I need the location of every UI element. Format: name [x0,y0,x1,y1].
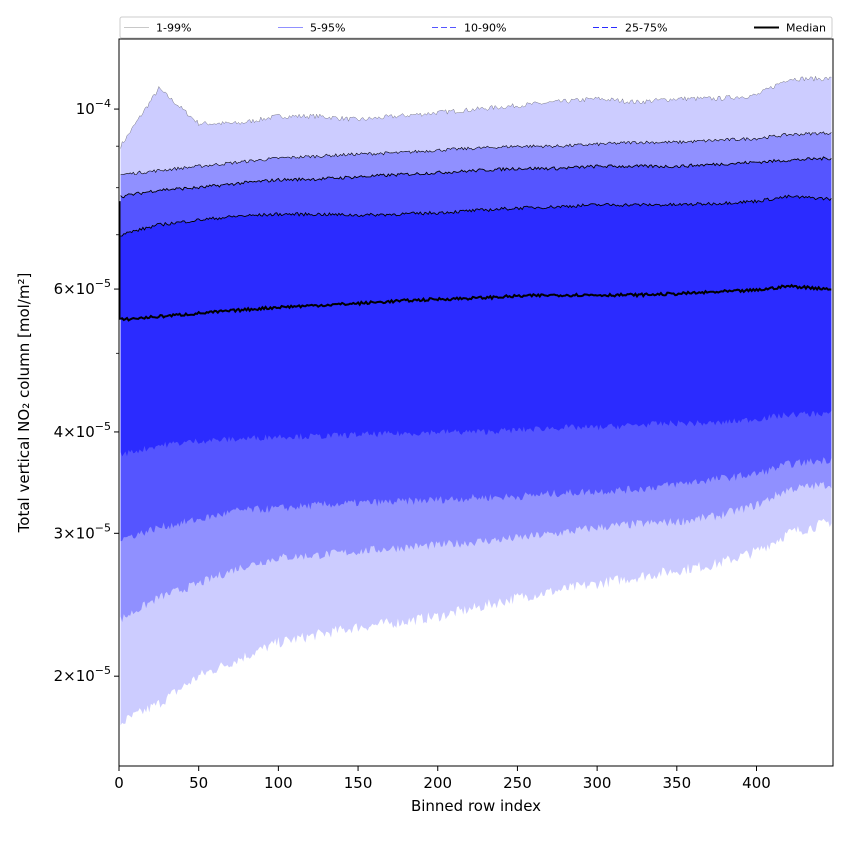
band-25-75%-area [120,195,832,457]
median-layer [119,201,832,322]
x-tick-label: 400 [742,774,771,792]
x-tick-label: 150 [344,774,373,792]
legend: 1-99% 5-95% 10-90% 25-75% Median [119,16,833,39]
x-tick-label: 350 [662,774,691,792]
y-tick-label: 2×10−5 [54,664,111,685]
plot-frame [118,38,834,767]
x-tick-label: 300 [583,774,612,792]
y-tick-label: 4×10−5 [54,420,111,441]
y-tick-label: 6×10−5 [54,277,111,298]
x-tick-label: 200 [423,774,452,792]
x-tick-label: 50 [189,774,208,792]
legend-label: 25-75% [625,22,667,35]
band-5-95%-upper-line [120,131,832,176]
band-1-99%-upper-line [120,75,832,149]
legend-label: Median [786,22,826,35]
legend-box [119,16,833,39]
y-axis-label: Total vertical NO₂ column [mol/m²] [15,273,33,534]
y-axis: 2×10−5 3×10−5 4×10−5 6×10−5 10−4 [54,97,119,685]
x-tick-label: 0 [114,774,124,792]
legend-label: 5-95% [310,22,345,35]
y-tick-label: 3×10−5 [54,521,111,542]
y-tick-label: 10−4 [76,97,111,118]
x-tick-label: 100 [264,774,293,792]
x-tick-label: 250 [503,774,532,792]
bands-layer [120,75,832,726]
band-10-90%-upper-line [120,156,832,199]
x-axis-label: Binned row index [411,797,541,815]
band-25-75%-upper-line [120,194,832,237]
legend-label: 10-90% [464,22,506,35]
legend-label: 1-99% [156,22,191,35]
median-line [120,283,832,322]
x-axis: 0 50 100 150 200 250 300 350 400 [114,766,771,792]
